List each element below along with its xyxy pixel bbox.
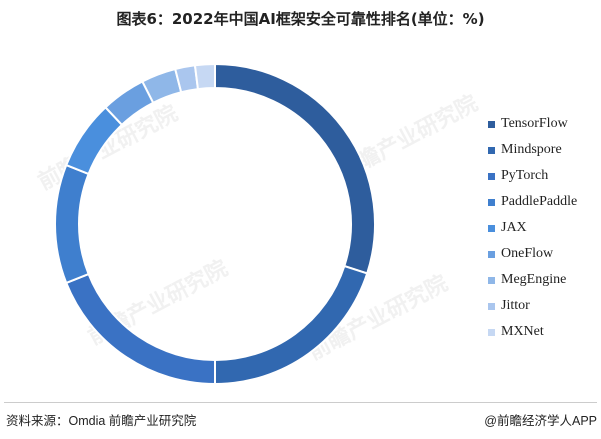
footer-divider — [4, 402, 597, 403]
legend-label: JAX — [501, 220, 527, 235]
chart-title: 图表6：2022年中国AI框架安全可靠性排名(单位：%) — [116, 10, 485, 28]
legend-item-pytorch: PyTorch — [488, 163, 598, 189]
donut-slice-mindspore — [214, 264, 369, 386]
legend-item-jittor: Jittor — [488, 293, 598, 319]
legend-swatch — [488, 120, 495, 128]
brand-credit: @前瞻经济学人APP — [484, 414, 597, 428]
legend-swatch — [488, 172, 495, 180]
legend-label: MXNet — [501, 324, 544, 339]
legend-label: Mindspore — [501, 142, 562, 157]
legend-item-paddlepaddle: PaddlePaddle — [488, 189, 598, 215]
legend-item-mxnet: MXNet — [488, 319, 598, 345]
legend-label: PyTorch — [501, 168, 549, 183]
legend-swatch — [488, 250, 495, 258]
donut-slice-tensorflow — [214, 62, 376, 275]
legend-item-jax: JAX — [488, 215, 598, 241]
donut-slice-mxnet — [193, 62, 216, 91]
legend-item-tensorflow: TensorFlow — [488, 111, 598, 137]
legend-swatch — [488, 328, 495, 336]
legend-label: TensorFlow — [501, 116, 568, 131]
legend-label: OneFlow — [501, 246, 554, 261]
legend-label: MegEngine — [501, 272, 567, 287]
legend-swatch — [488, 276, 495, 284]
donut-slice-paddlepaddle — [54, 163, 90, 285]
legend-item-oneflow: OneFlow — [488, 241, 598, 267]
legend-swatch — [488, 198, 495, 206]
legend-item-megengine: MegEngine — [488, 267, 598, 293]
legend-swatch — [488, 146, 495, 154]
legend: TensorFlow Mindspore PyTorch PaddlePaddle JA… — [488, 111, 598, 345]
legend-label: Jittor — [501, 298, 530, 313]
legend-label: PaddlePaddle — [501, 194, 578, 209]
legend-swatch — [488, 302, 495, 310]
donut-slice-pytorch — [64, 272, 216, 386]
source-note: 资料来源：Omdia 前瞻产业研究院 — [6, 414, 197, 428]
legend-swatch — [488, 224, 495, 232]
legend-item-mindspore: Mindspore — [488, 137, 598, 163]
footer: 资料来源：Omdia 前瞻产业研究院 @前瞻经济学人APP — [0, 410, 601, 432]
